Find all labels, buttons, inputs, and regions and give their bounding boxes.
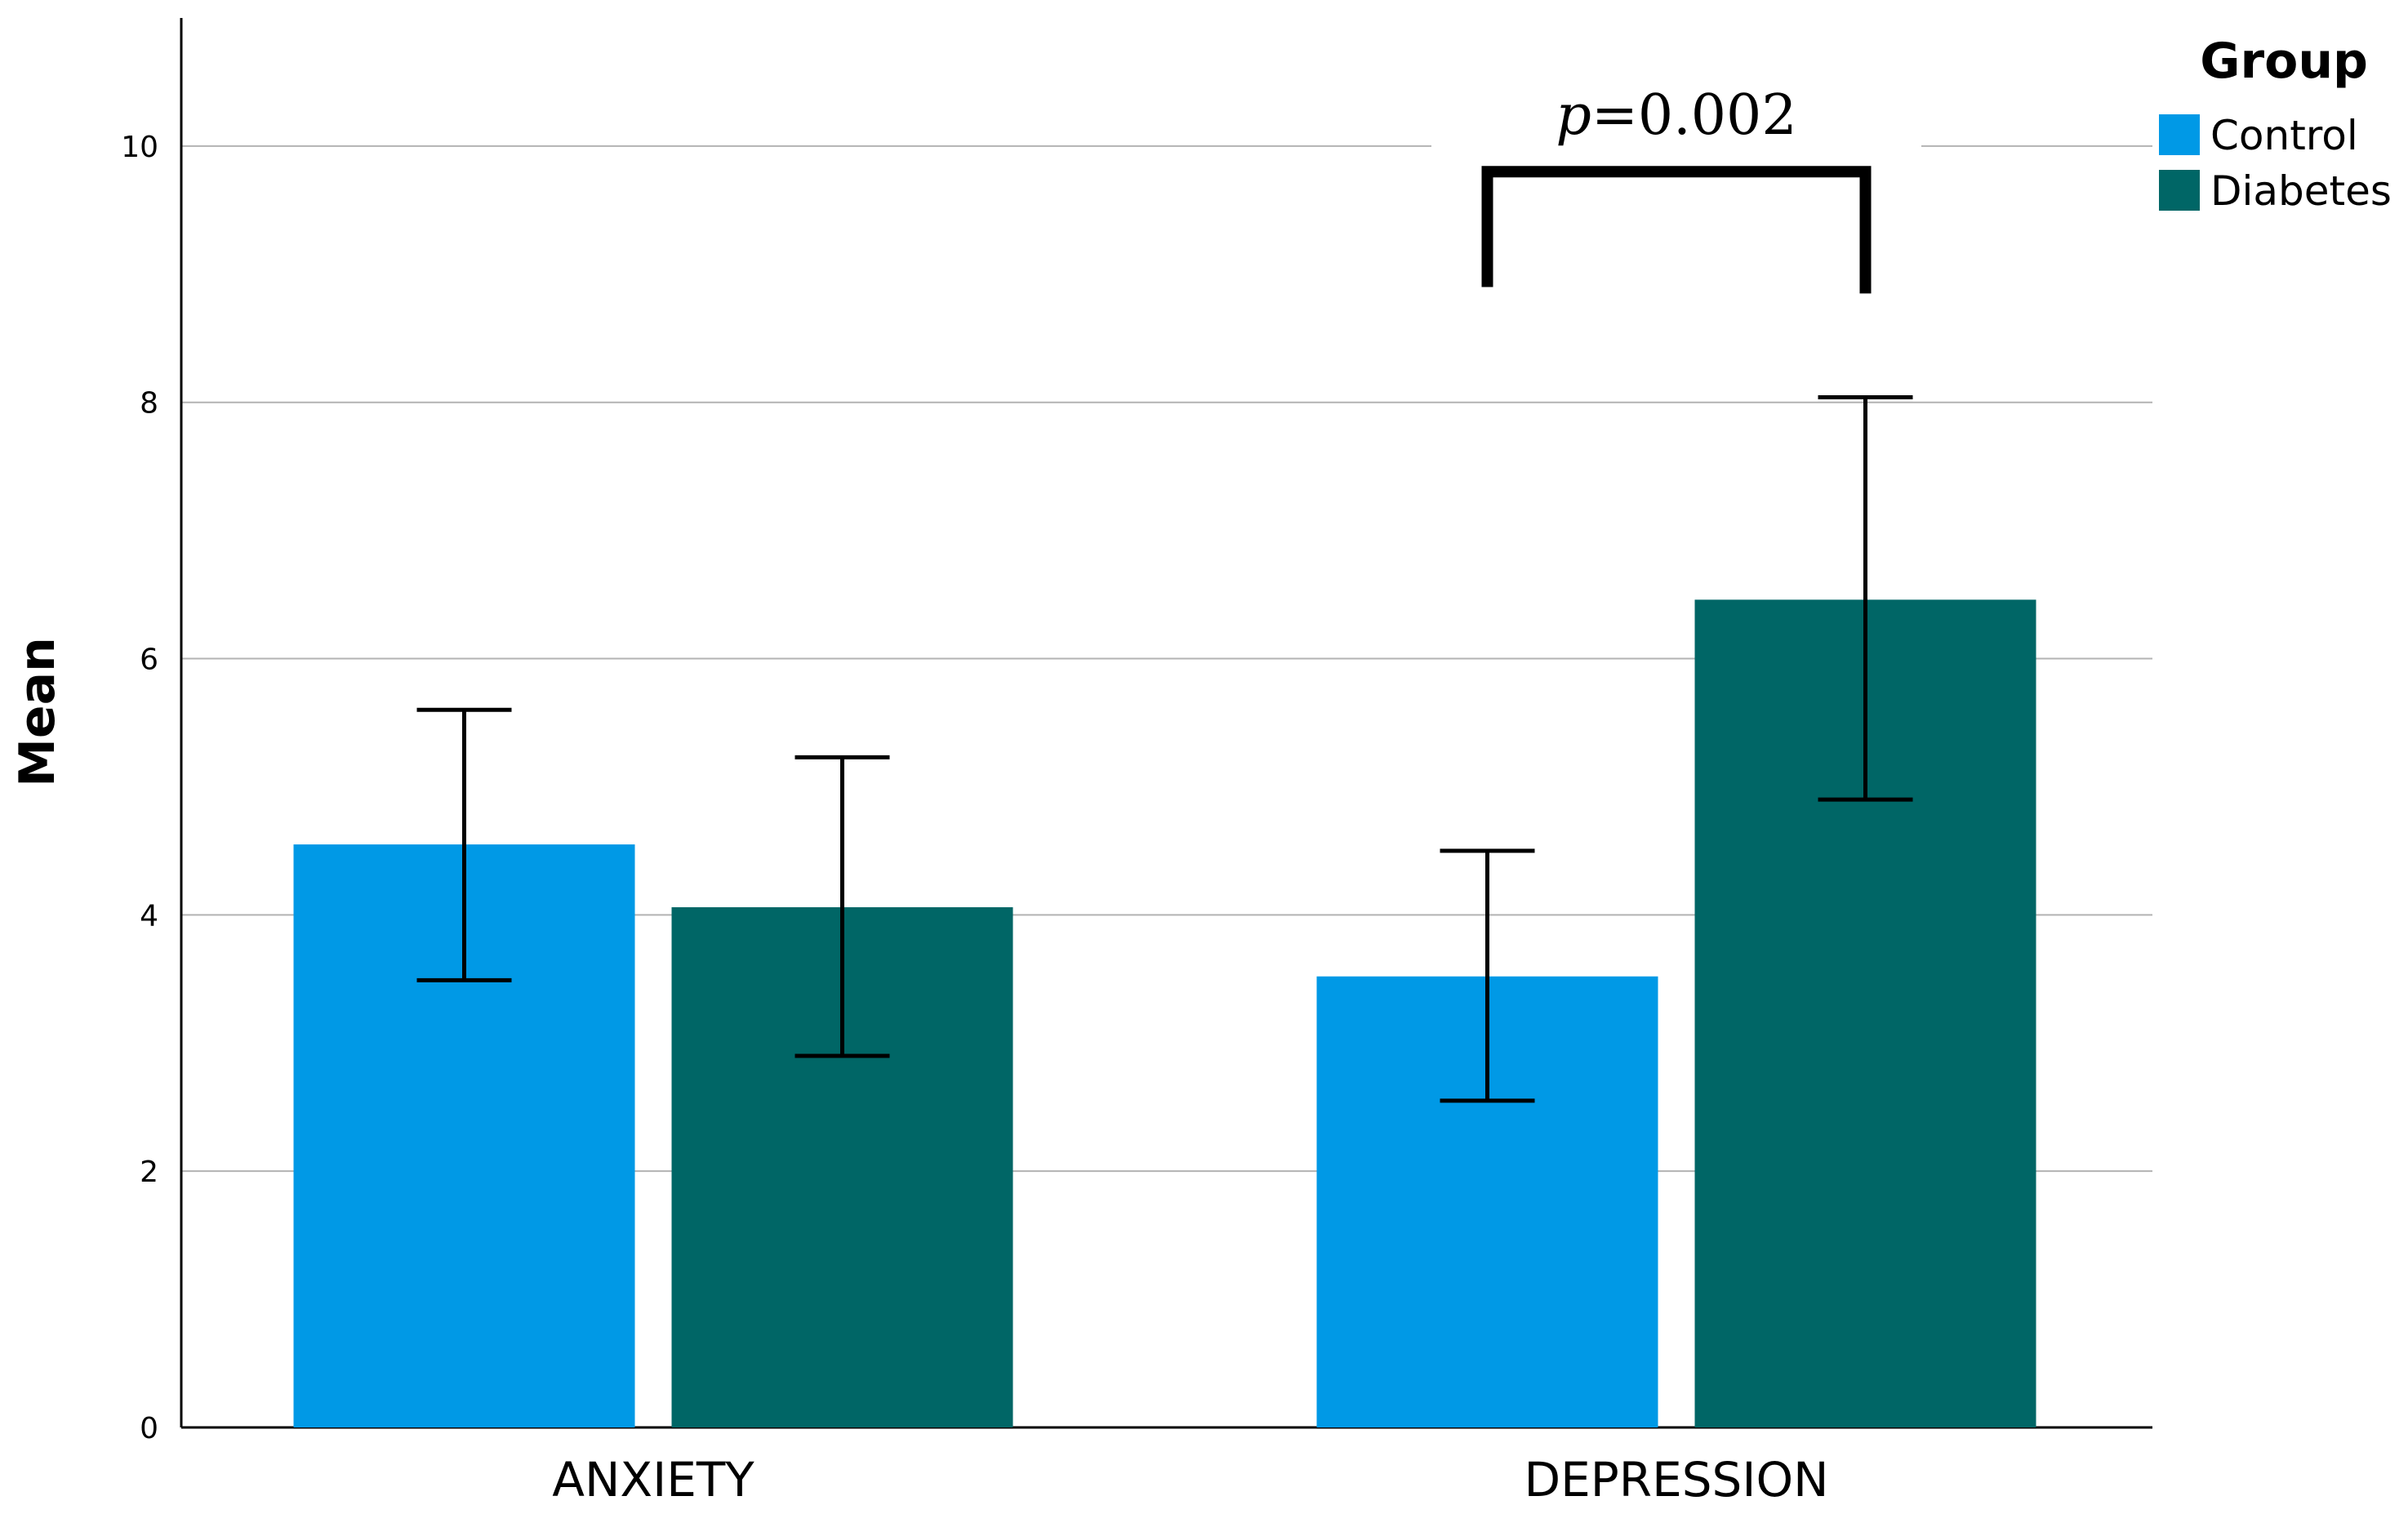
- legend-title: Group: [2200, 33, 2368, 90]
- x-category-label: DEPRESSION: [1524, 1452, 1828, 1507]
- y-tick-label: 2: [140, 1156, 158, 1189]
- significance-bracket: [1481, 166, 1872, 294]
- p-value-label: p=0.002: [1556, 83, 1796, 148]
- y-tick-label: 10: [121, 131, 158, 164]
- p-value-number: =0.002: [1591, 83, 1797, 148]
- significance-annotation: p=0.002: [1431, 83, 1921, 294]
- y-tick-label: 0: [140, 1412, 158, 1445]
- y-axis-title: Mean: [9, 637, 66, 787]
- legend-swatch-diabetes: [2159, 170, 2200, 211]
- legend-label-control: Control: [2210, 112, 2358, 159]
- legend: Group Control Diabetes: [2159, 33, 2392, 215]
- bars: [293, 599, 2036, 1427]
- y-tick-label: 8: [140, 387, 158, 421]
- p-symbol: p: [1556, 83, 1591, 148]
- y-tick-label: 6: [140, 643, 158, 677]
- error-bars: [416, 394, 1913, 1103]
- y-tick-label: 4: [140, 899, 158, 933]
- legend-swatch-control: [2159, 114, 2200, 155]
- p-value-background: [1431, 129, 1921, 163]
- x-category-label: ANXIETY: [552, 1452, 754, 1507]
- legend-label-diabetes: Diabetes: [2210, 167, 2392, 215]
